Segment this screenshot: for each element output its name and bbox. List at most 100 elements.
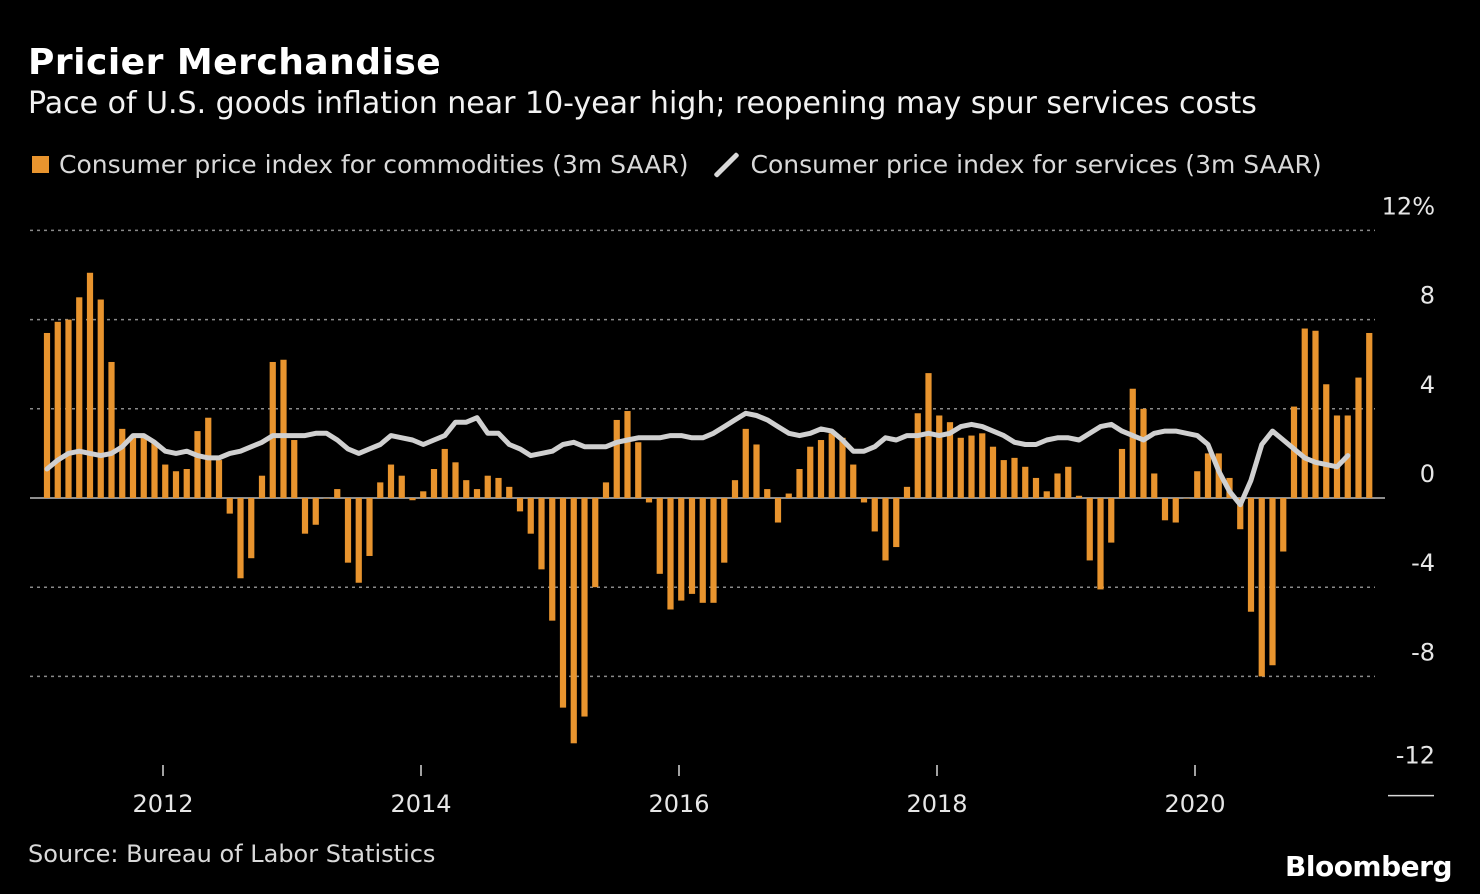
bar xyxy=(108,361,115,498)
bar xyxy=(946,422,954,498)
bar xyxy=(516,498,524,512)
bar xyxy=(613,419,620,498)
legend-label-commodities: Consumer price index for commodities (3m… xyxy=(59,150,689,179)
x-tick-label: 2018 xyxy=(906,790,967,818)
y-tick-label: 0 xyxy=(1420,460,1435,488)
bar xyxy=(258,475,266,498)
bar xyxy=(129,435,137,498)
x-tick-label: 2014 xyxy=(390,790,451,818)
legend-item-services: Consumer price index for services (3m SA… xyxy=(713,150,1322,179)
bar xyxy=(559,498,567,708)
bar xyxy=(1140,408,1147,498)
bar xyxy=(119,428,126,498)
bar xyxy=(398,475,405,498)
bar xyxy=(645,498,653,503)
bar xyxy=(226,498,233,514)
bar xyxy=(183,469,190,498)
bar xyxy=(785,493,792,498)
bar xyxy=(387,464,395,498)
bar xyxy=(430,469,438,498)
bloomberg-logo: Bloomberg xyxy=(1285,850,1452,883)
bar xyxy=(1118,448,1126,498)
bar xyxy=(1312,330,1319,498)
bar xyxy=(764,489,771,498)
bar xyxy=(506,486,513,498)
bar xyxy=(936,415,943,498)
bar xyxy=(893,498,900,548)
bar xyxy=(860,498,868,503)
chart-subtitle: Pace of U.S. goods inflation near 10-yea… xyxy=(28,86,1257,121)
y-tick-label: 4 xyxy=(1420,371,1435,399)
bar xyxy=(699,498,706,603)
bar xyxy=(871,498,878,532)
bar xyxy=(237,498,244,579)
y-tick-label: -8 xyxy=(1411,638,1435,666)
bar xyxy=(1043,491,1050,498)
bar xyxy=(721,498,728,563)
bar xyxy=(807,446,814,498)
legend-item-commodities: Consumer price index for commodities (3m… xyxy=(32,150,689,179)
bar xyxy=(172,471,180,498)
bar xyxy=(968,435,975,498)
bar xyxy=(1237,498,1244,530)
bar xyxy=(1172,498,1179,523)
bar xyxy=(1065,466,1072,498)
bar xyxy=(957,437,964,498)
bar xyxy=(355,498,362,583)
bar xyxy=(1290,406,1298,498)
bar xyxy=(1075,495,1083,498)
x-tick-label: 2020 xyxy=(1164,790,1225,818)
bar xyxy=(1086,498,1093,561)
bar xyxy=(839,437,846,498)
legend-swatch-bar xyxy=(32,156,49,173)
bar xyxy=(710,498,717,603)
bar xyxy=(269,361,276,498)
bar xyxy=(76,297,83,498)
bar xyxy=(1108,498,1115,543)
bar xyxy=(753,444,760,498)
bar xyxy=(248,498,255,559)
bar xyxy=(97,299,104,498)
bar xyxy=(527,498,534,534)
bar xyxy=(1183,498,1190,499)
bar xyxy=(280,359,287,498)
y-tick-label: 12% xyxy=(1382,192,1435,220)
bar xyxy=(194,431,201,498)
legend-label-services: Consumer price index for services (3m SA… xyxy=(750,150,1322,179)
bar xyxy=(656,498,663,574)
bar xyxy=(452,462,459,498)
bar xyxy=(291,440,298,498)
bar xyxy=(1323,384,1330,498)
bar xyxy=(441,448,448,498)
bar xyxy=(495,477,502,498)
x-tick-label: 2016 xyxy=(648,790,709,818)
bar xyxy=(602,482,610,498)
bar xyxy=(570,498,577,744)
bar xyxy=(140,437,147,498)
bar xyxy=(731,480,739,498)
bar xyxy=(312,498,319,525)
bar xyxy=(301,498,309,534)
bar xyxy=(1247,498,1255,612)
bar xyxy=(323,498,330,499)
bar xyxy=(409,498,416,501)
source-note: Source: Bureau of Labor Statistics xyxy=(28,840,436,868)
bar xyxy=(1129,388,1136,498)
y-tick-label: 8 xyxy=(1420,282,1435,310)
bar xyxy=(635,442,642,498)
bar xyxy=(334,489,341,498)
bar xyxy=(86,272,94,498)
bar xyxy=(882,498,889,561)
bar xyxy=(678,498,685,601)
bar xyxy=(162,464,169,498)
bar xyxy=(688,498,696,594)
bar xyxy=(1355,377,1362,498)
bar xyxy=(420,491,427,498)
bar xyxy=(903,486,911,498)
bar xyxy=(1054,473,1061,498)
bar xyxy=(538,498,545,570)
bar xyxy=(1269,498,1276,666)
bar xyxy=(215,460,223,498)
bar xyxy=(850,464,857,498)
services-line xyxy=(44,410,1351,508)
